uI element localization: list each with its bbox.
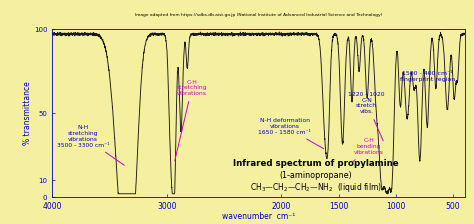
Text: 1220 - 1020
C-N
stretch
vibs.: 1220 - 1020 C-N stretch vibs. <box>348 92 385 141</box>
Text: 1500 - 400 cm⁻¹
fingerprint region: 1500 - 400 cm⁻¹ fingerprint region <box>400 71 456 82</box>
Text: Image adapted from https://sdbs.db.aist.go.jp (National Institute of Advanced In: Image adapted from https://sdbs.db.aist.… <box>135 13 382 17</box>
Text: CH$_3$—CH$_2$—CH$_2$—NH$_2$  (liquid film): CH$_3$—CH$_2$—CH$_2$—NH$_2$ (liquid film… <box>250 181 382 194</box>
Text: Infrared spectrum of propylamine: Infrared spectrum of propylamine <box>233 159 399 168</box>
Y-axis label: % transmittance: % transmittance <box>23 81 32 145</box>
Text: (1-aminopropane): (1-aminopropane) <box>279 171 352 180</box>
Text: N-H
stretching
vibrations
3500 - 3300 cm⁻¹: N-H stretching vibrations 3500 - 3300 cm… <box>57 125 124 165</box>
Text: C-H
stretching
vibrations: C-H stretching vibrations <box>175 80 207 161</box>
Text: N-H deformation
vibrations
1650 - 1580 cm⁻¹: N-H deformation vibrations 1650 - 1580 c… <box>258 118 324 149</box>
Text: C-H
bending
vibrations: C-H bending vibrations <box>353 138 384 162</box>
X-axis label: wavenumber  cm⁻¹: wavenumber cm⁻¹ <box>222 212 295 221</box>
